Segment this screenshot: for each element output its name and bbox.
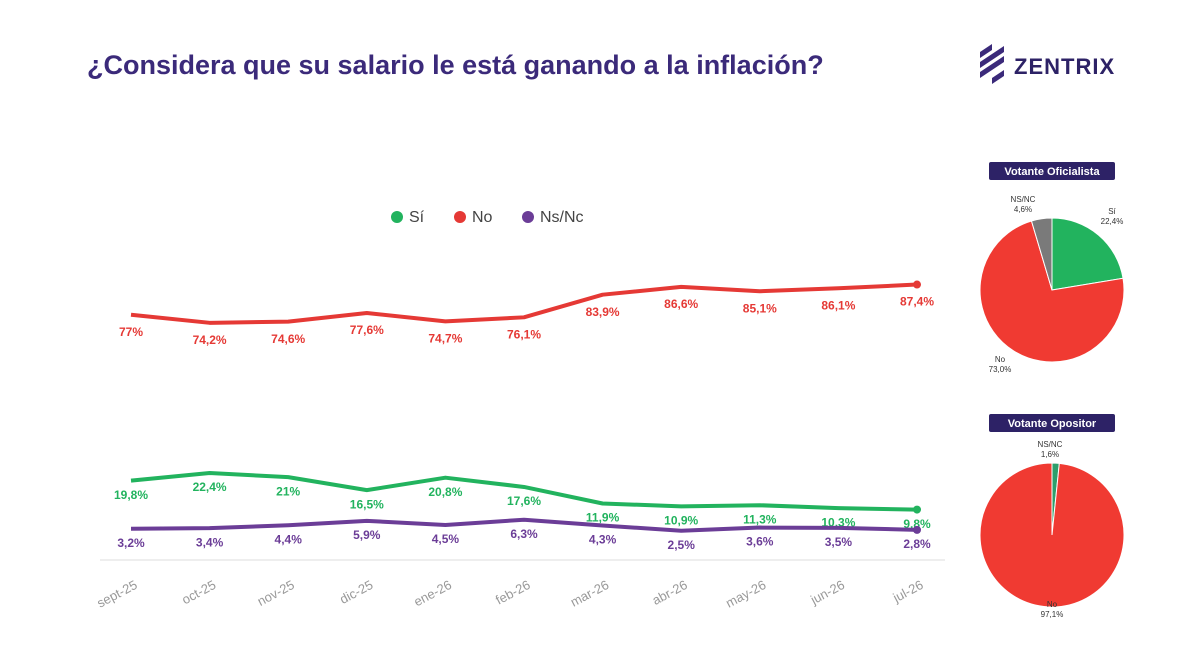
slice-name: No <box>995 355 1006 364</box>
pie-slice <box>979 220 1125 363</box>
data-label: 11,9% <box>586 511 620 525</box>
data-label: 77% <box>119 325 143 339</box>
chart-title: ¿Considera que su salario le está ganand… <box>87 50 824 80</box>
data-label: 86,6% <box>664 297 698 311</box>
end-point <box>913 505 921 514</box>
slice-name: No <box>1047 600 1058 609</box>
x-tick-label: sept-25 <box>94 577 139 611</box>
logo-text: ZENTRIX <box>1014 54 1115 79</box>
data-label: 5,9% <box>353 528 381 542</box>
data-label: 4,3% <box>589 533 617 547</box>
x-tick-label: dic-25 <box>337 577 375 607</box>
data-label: 2,8% <box>903 537 931 551</box>
data-label: 77,6% <box>350 323 384 337</box>
x-tick-label: nov-25 <box>255 577 297 609</box>
data-label: 6,3% <box>510 527 538 541</box>
pie-title-box <box>989 414 1115 432</box>
pie-slice <box>979 462 1125 608</box>
data-label: 20,8% <box>428 485 462 499</box>
data-label: 19,8% <box>114 488 148 502</box>
x-tick-label: ene-26 <box>411 577 454 609</box>
series-line <box>130 282 918 325</box>
slice-label: 97,1% <box>1041 610 1064 619</box>
data-label: 9,8% <box>903 517 931 531</box>
x-tick-label: jul-26 <box>890 577 926 606</box>
legend-label: Ns/Nc <box>540 209 584 226</box>
series-line <box>130 517 918 533</box>
end-point <box>913 280 921 289</box>
data-label: 11,3% <box>743 512 777 526</box>
x-tick-label: may-26 <box>723 577 768 611</box>
data-label: 4,5% <box>432 532 460 546</box>
series-line <box>130 471 918 512</box>
slice-label: 73,0% <box>989 365 1012 374</box>
pie-title: Votante Opositor <box>1008 418 1097 430</box>
data-label: 3,6% <box>746 535 774 549</box>
x-tick-label: jun-26 <box>807 577 847 608</box>
data-label: 10,3% <box>821 515 855 529</box>
data-label: 10,9% <box>664 514 698 528</box>
legend-marker <box>454 211 466 223</box>
end-point <box>913 525 921 534</box>
x-tick-label: mar-26 <box>568 577 611 610</box>
data-label: 2,5% <box>668 538 696 552</box>
data-label: 22,4% <box>193 480 227 494</box>
x-tick-label: feb-26 <box>493 577 533 608</box>
data-label: 86,1% <box>821 298 855 312</box>
slice-name: NS/NC <box>1011 195 1036 204</box>
pie-slice <box>1051 217 1124 291</box>
x-tick-label: oct-25 <box>179 577 218 607</box>
slice-label: 22,4% <box>1101 217 1124 226</box>
data-label: 4,4% <box>275 532 303 546</box>
data-label: 17,6% <box>507 494 541 508</box>
legend-label: No <box>472 209 493 226</box>
data-label: 85,1% <box>743 301 777 315</box>
data-label: 21% <box>276 484 300 498</box>
data-label: 87,4% <box>900 295 934 309</box>
data-label: 76,1% <box>507 327 541 341</box>
legend-marker <box>391 211 403 223</box>
data-label: 3,2% <box>117 536 145 550</box>
data-label: 74,6% <box>271 332 305 346</box>
data-label: 3,4% <box>196 535 224 549</box>
slice-label: 4,6% <box>1014 205 1032 214</box>
pie-title: Votante Oficialista <box>1004 166 1100 178</box>
legend-label: Sí <box>409 209 425 226</box>
pie-slice <box>1030 217 1053 291</box>
legend-marker <box>522 211 534 223</box>
x-tick-label: abr-26 <box>650 577 690 608</box>
data-label: 16,5% <box>350 497 384 511</box>
data-label: 83,9% <box>586 305 620 319</box>
slice-name: Sí <box>1108 207 1116 216</box>
data-label: 74,2% <box>193 333 227 347</box>
slice-name: NS/NC <box>1038 440 1063 449</box>
pie-title-box <box>989 162 1115 180</box>
data-label: 74,7% <box>428 332 462 346</box>
data-label: 3,5% <box>825 535 853 549</box>
slice-label: 1,6% <box>1041 450 1059 459</box>
logo-icon <box>980 44 1004 84</box>
